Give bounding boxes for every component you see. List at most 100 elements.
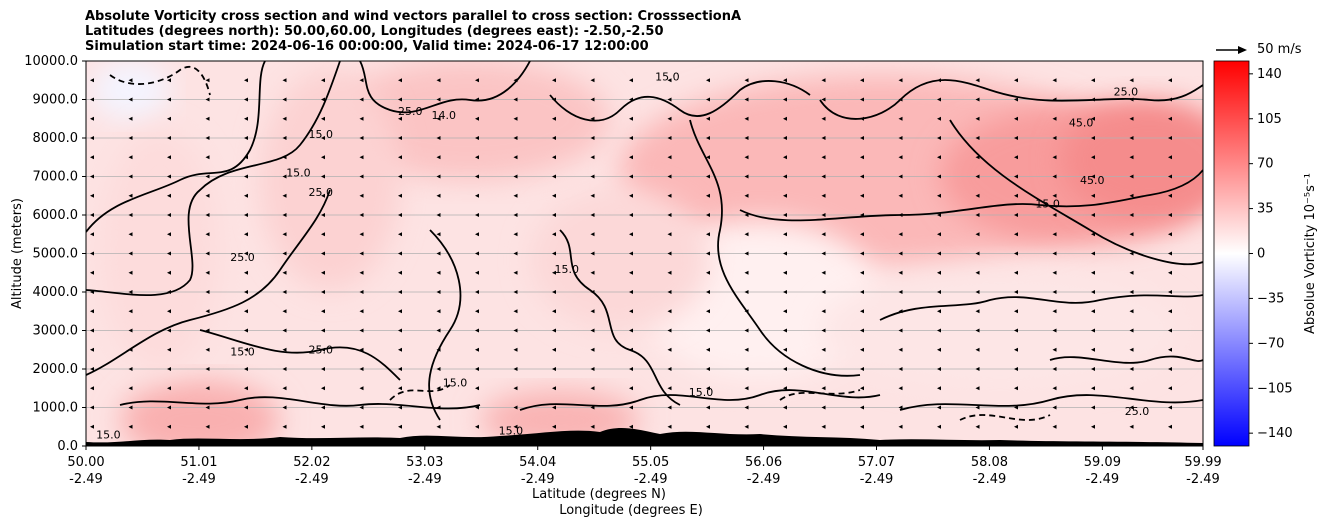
contour-line	[899, 394, 1203, 411]
wind-vector	[552, 347, 556, 352]
wind-vector	[244, 232, 248, 237]
wind-vector	[359, 290, 364, 294]
wind-vector	[244, 251, 248, 256]
wind-vector	[821, 424, 826, 429]
wind-vector	[475, 232, 479, 237]
reference-arrow-head	[1238, 46, 1247, 54]
wind-vector	[359, 78, 364, 83]
wind-vector	[975, 328, 980, 333]
contour-line	[1049, 355, 1203, 364]
negative-contour-line	[109, 65, 211, 96]
wind-vector	[1052, 251, 1057, 256]
wind-vector	[436, 251, 441, 256]
wind-vector	[90, 328, 94, 333]
wind-vector	[1091, 386, 1095, 391]
wind-vector	[783, 174, 787, 179]
contour-line	[359, 61, 531, 114]
wind-vector	[205, 309, 210, 314]
wind-vector	[398, 136, 402, 140]
x-tick-label-latitude: 51.01	[180, 455, 217, 470]
wind-vectors	[90, 78, 1211, 429]
wind-vector	[706, 136, 710, 140]
colorbar-label: Absolue Vorticity 10⁻⁵s⁻¹	[1303, 173, 1318, 334]
wind-vector	[1168, 97, 1172, 102]
wind-vector	[282, 347, 287, 352]
wind-vector	[436, 97, 441, 102]
wind-vector	[1052, 78, 1057, 83]
wind-vector	[1091, 367, 1095, 371]
wind-vector	[821, 309, 826, 314]
wind-vector	[475, 174, 479, 179]
wind-vector	[398, 97, 402, 102]
wind-vector	[744, 328, 749, 333]
wind-vector	[205, 136, 210, 140]
wind-vector	[552, 386, 556, 391]
wind-vector	[898, 309, 903, 314]
wind-vector	[1207, 425, 1211, 429]
wind-vector	[552, 251, 556, 256]
wind-vector	[205, 193, 210, 198]
wind-vector	[590, 251, 595, 256]
contour-label: 15.0	[555, 263, 580, 276]
wind-vector	[667, 155, 672, 160]
wind-vector	[744, 347, 749, 352]
wind-vector	[398, 174, 402, 179]
colorbar-tick-label: 0	[1257, 247, 1265, 262]
wind-vector	[167, 213, 171, 217]
wind-vector	[590, 213, 595, 217]
wind-vector	[282, 290, 287, 294]
wind-vector	[1207, 367, 1211, 371]
x-tick-label-latitude: 59.09	[1084, 455, 1121, 470]
wind-vector	[783, 309, 787, 314]
wind-vector	[90, 386, 94, 391]
wind-vector	[821, 116, 826, 121]
wind-vector	[1052, 424, 1057, 429]
wind-vector	[475, 405, 479, 410]
wind-vector	[706, 232, 710, 237]
wind-vector	[744, 136, 749, 140]
wind-vector	[667, 386, 672, 391]
wind-vector	[475, 78, 479, 83]
wind-vector	[744, 424, 749, 429]
wind-vector	[706, 270, 710, 275]
wind-vector	[398, 386, 402, 391]
terrain-fill	[86, 428, 1203, 446]
wind-vector	[667, 232, 672, 237]
wind-vector	[436, 386, 441, 391]
wind-vector	[783, 270, 787, 275]
wind-vector	[860, 193, 864, 198]
wind-vector	[475, 116, 479, 121]
wind-vector	[744, 405, 749, 410]
colorbar-tick-label: 105	[1257, 112, 1282, 127]
wind-vector	[783, 386, 787, 391]
wind-vector	[436, 290, 441, 294]
wind-vector	[321, 386, 325, 391]
wind-vector	[706, 309, 710, 314]
wind-vector	[1052, 193, 1057, 198]
wind-vector	[475, 97, 479, 102]
vorticity-region	[330, 61, 610, 180]
wind-vector	[706, 328, 710, 333]
wind-vector	[1168, 174, 1172, 179]
wind-vector	[975, 136, 980, 140]
wind-vector	[1168, 213, 1172, 217]
wind-vector	[1014, 174, 1018, 179]
wind-vector	[1091, 78, 1095, 83]
wind-vector	[321, 97, 325, 102]
vorticity-region	[120, 380, 280, 446]
contour-label: 25.0	[309, 344, 334, 357]
title-line-2: Latitudes (degrees north): 50.00,60.00, …	[85, 24, 664, 39]
wind-vector	[321, 424, 325, 429]
vorticity-region	[260, 70, 400, 290]
wind-vector	[436, 213, 441, 217]
wind-vector	[552, 193, 556, 198]
wind-vector	[744, 155, 749, 160]
contour-line	[428, 229, 462, 421]
wind-vector	[1207, 348, 1211, 352]
wind-vector	[359, 193, 364, 198]
wind-vector	[975, 232, 980, 237]
wind-vector	[821, 213, 826, 217]
wind-vector	[1168, 386, 1172, 391]
wind-vector	[590, 193, 595, 198]
wind-vector	[860, 155, 864, 160]
